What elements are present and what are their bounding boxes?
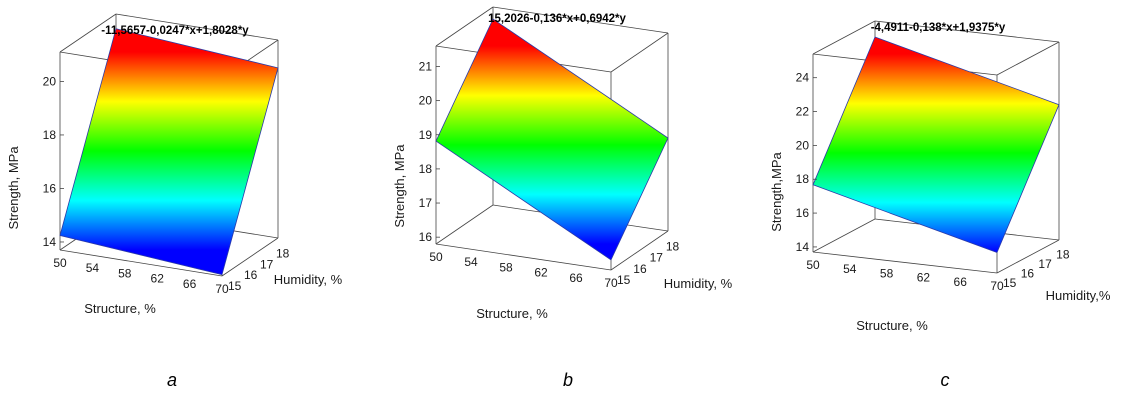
z-tick-label: 18 <box>419 162 433 176</box>
x-tick-label: 58 <box>118 266 132 280</box>
x-tick-label: 58 <box>880 266 894 280</box>
x-tick-label: 50 <box>806 258 820 272</box>
z-tick-label: 20 <box>43 74 57 88</box>
x-tick-label: 62 <box>917 271 931 285</box>
panel-letter: a <box>167 370 177 390</box>
z-tick-label: 24 <box>796 71 810 85</box>
box-edge <box>435 243 612 271</box>
x-tick-label: 54 <box>464 255 478 269</box>
box-edge <box>59 13 117 53</box>
surface-plane <box>812 36 1060 254</box>
x-tick-label: 66 <box>954 275 968 289</box>
box-edge <box>812 20 876 55</box>
y-tick-label: 17 <box>650 251 664 265</box>
z-tick-label: 17 <box>419 196 433 210</box>
z-tick-label: 16 <box>419 230 433 244</box>
x-tick-label: 58 <box>499 260 513 274</box>
z-tick-label: 18 <box>796 172 810 186</box>
z-tick-label: 14 <box>796 240 810 254</box>
panel-letter: c <box>941 370 950 390</box>
box-edge <box>492 6 669 34</box>
y-tick-label: 18 <box>1056 248 1070 262</box>
chart-title: -4,4911-0,138*x+1,9375*y <box>871 22 1006 34</box>
y-tick-label: 18 <box>276 246 290 260</box>
x-axis-label: Structure, % <box>84 301 156 316</box>
y-tick-label: 15 <box>228 279 242 293</box>
x-tick-label: 66 <box>183 277 197 291</box>
y-axis-label: Humidity,% <box>1046 288 1111 303</box>
z-tick-label: 20 <box>419 94 433 108</box>
y-tick-label: 16 <box>1021 267 1035 281</box>
box-edge <box>874 20 1060 43</box>
z-axis-label: Strength, MPa <box>392 144 407 228</box>
chart-panel-a: -11,5657-0,0247*x+1,8028*y 14 16 18 20 50 54 58… <box>6 13 343 390</box>
chart-panel-c: -4,4911-0,138*x+1,9375*y 14 16 18 20 22 24 50 54… <box>769 20 1111 390</box>
box-edge <box>996 239 1060 274</box>
box-edge <box>610 230 669 271</box>
x-tick-label: 62 <box>534 266 548 280</box>
x-axis-label: Structure, % <box>856 318 928 333</box>
y-tick-label: 15 <box>617 273 631 287</box>
box-edge <box>115 13 279 41</box>
y-tick-label: 15 <box>1003 276 1017 290</box>
x-tick-label: 62 <box>151 272 165 286</box>
y-tick-label: 16 <box>244 268 258 282</box>
surface-plane <box>59 28 279 276</box>
box-edge <box>435 6 494 47</box>
z-tick-label: 18 <box>43 128 57 142</box>
surface-plane <box>435 18 669 261</box>
box-edge <box>435 204 494 245</box>
z-tick-label: 14 <box>43 235 57 249</box>
box-edge <box>610 32 669 73</box>
y-tick-label: 18 <box>666 240 680 254</box>
y-axis-label: Humidity, % <box>274 272 343 287</box>
box-edge <box>812 218 876 253</box>
z-tick-label: 16 <box>796 206 810 220</box>
chart-title: 15,2026-0,136*x+0,6942*y <box>488 13 626 25</box>
x-tick-label: 54 <box>843 262 857 276</box>
box-edge <box>996 41 1060 76</box>
z-tick-label: 21 <box>419 59 433 73</box>
z-tick-label: 22 <box>796 105 810 119</box>
x-tick-label: 66 <box>569 271 583 285</box>
box-edge <box>221 237 279 277</box>
z-axis-label: Strength, MPa <box>6 146 21 230</box>
z-tick-label: 20 <box>796 138 810 152</box>
z-axis-label: Strength,MPa <box>769 151 784 231</box>
z-tick-label: 19 <box>419 128 433 142</box>
y-tick-label: 16 <box>633 262 647 276</box>
z-tick-label: 16 <box>43 181 57 195</box>
x-tick-label: 70 <box>604 276 618 290</box>
x-tick-label: 50 <box>53 256 67 270</box>
chart-title: -11,5657-0,0247*x+1,8028*y <box>101 25 249 37</box>
box-edge <box>59 249 223 277</box>
x-axis-label: Structure, % <box>476 306 548 321</box>
panel-letter: b <box>563 370 573 390</box>
x-tick-label: 50 <box>429 250 443 264</box>
x-tick-label: 54 <box>86 261 100 275</box>
y-tick-label: 17 <box>260 257 274 271</box>
y-axis-label: Humidity, % <box>664 276 733 291</box>
box-edge <box>812 251 998 274</box>
x-tick-label: 70 <box>990 279 1004 293</box>
x-tick-label: 70 <box>215 282 229 296</box>
y-tick-label: 17 <box>1038 257 1052 271</box>
